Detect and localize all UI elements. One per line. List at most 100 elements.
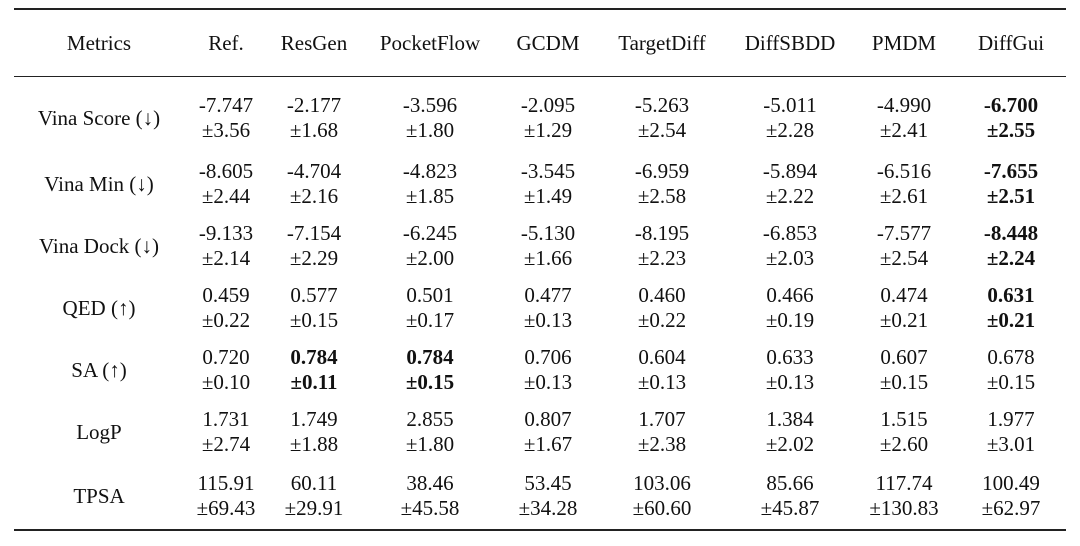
mean-value: -5.894 <box>762 159 818 183</box>
mean-value: -6.700 <box>983 93 1039 117</box>
std-value: ±2.61 <box>879 184 929 208</box>
std-value: ±45.87 <box>760 496 820 520</box>
std-value: ±2.02 <box>765 432 815 456</box>
value-cell: -8.448 ±2.24 <box>956 215 1066 277</box>
mean-value: -7.655 <box>983 159 1039 183</box>
mean-value: 0.466 <box>766 283 814 307</box>
mean-value: 0.604 <box>638 345 686 369</box>
std-value: ±0.15 <box>289 308 339 332</box>
value-cell: 38.46 ±45.58 <box>360 463 500 530</box>
std-value: ±1.80 <box>405 432 455 456</box>
column-header-method: TargetDiff <box>618 30 706 55</box>
std-value: ±2.38 <box>637 432 687 456</box>
column-header-method: ResGen <box>280 30 348 55</box>
mean-value: 38.46 <box>406 471 454 495</box>
value-cell: -9.133 ±2.14 <box>184 215 268 277</box>
mean-value: 0.474 <box>880 283 928 307</box>
mean-value: -6.245 <box>402 221 458 245</box>
metric-name-cell: Vina Min (↓) <box>44 171 154 196</box>
value-cell: 1.731 ±2.74 <box>184 401 268 463</box>
value-cell: 1.749 ±1.88 <box>268 401 360 463</box>
std-value: ±2.44 <box>201 184 251 208</box>
mean-value: -5.130 <box>520 221 576 245</box>
results-table-container: Metrics Ref. ResGen PocketFlow GCDM TargetDif… <box>14 8 1066 531</box>
mean-value: 0.607 <box>880 345 928 369</box>
mean-value: 0.784 <box>406 345 454 369</box>
std-value: ±2.54 <box>879 246 929 270</box>
std-value: ±0.21 <box>986 308 1036 332</box>
value-cell: -7.747 ±3.56 <box>184 77 268 154</box>
value-cell: 0.678 ±0.15 <box>956 339 1066 401</box>
value-cell: -4.704 ±2.16 <box>268 153 360 215</box>
column-header-method: GCDM <box>516 30 580 55</box>
mean-value: 0.631 <box>987 283 1035 307</box>
std-value: ±2.58 <box>637 184 687 208</box>
std-value: ±1.80 <box>405 118 455 142</box>
value-cell: 0.607 ±0.15 <box>852 339 956 401</box>
mean-value: 115.91 <box>197 471 255 495</box>
std-value: ±2.41 <box>879 118 929 142</box>
value-cell: -6.959 ±2.58 <box>596 153 728 215</box>
mean-value: 0.678 <box>987 345 1035 369</box>
mean-value: 85.66 <box>766 471 814 495</box>
mean-value: 1.977 <box>987 407 1035 431</box>
value-cell: -2.095 ±1.29 <box>500 77 596 154</box>
value-cell: 0.631 ±0.21 <box>956 277 1066 339</box>
std-value: ±2.16 <box>289 184 339 208</box>
metrics-comparison-table: Metrics Ref. ResGen PocketFlow GCDM TargetDif… <box>14 8 1066 531</box>
mean-value: -8.605 <box>198 159 254 183</box>
mean-value: 1.384 <box>766 407 814 431</box>
table-row: Vina Score (↓) -7.747 ±3.56 -2.177 ±1.68 -3.5… <box>14 77 1066 154</box>
mean-value: 1.707 <box>638 407 686 431</box>
std-value: ±2.00 <box>405 246 455 270</box>
mean-value: 2.855 <box>406 407 454 431</box>
std-value: ±69.43 <box>196 496 256 520</box>
mean-value: -5.263 <box>634 93 690 117</box>
std-value: ±0.22 <box>637 308 687 332</box>
value-cell: 1.384 ±2.02 <box>728 401 852 463</box>
mean-value: -8.195 <box>634 221 690 245</box>
std-value: ±0.15 <box>986 370 1036 394</box>
value-cell: 0.474 ±0.21 <box>852 277 956 339</box>
value-cell: 60.11 ±29.91 <box>268 463 360 530</box>
metric-name-cell: LogP <box>76 419 122 444</box>
std-value: ±2.23 <box>637 246 687 270</box>
mean-value: 1.749 <box>290 407 338 431</box>
std-value: ±2.03 <box>765 246 815 270</box>
mean-value: -7.154 <box>286 221 342 245</box>
value-cell: -5.894 ±2.22 <box>728 153 852 215</box>
std-value: ±0.21 <box>879 308 929 332</box>
mean-value: 0.501 <box>406 283 454 307</box>
value-cell: 100.49 ±62.97 <box>956 463 1066 530</box>
value-cell: -7.655 ±2.51 <box>956 153 1066 215</box>
value-cell: 2.855 ±1.80 <box>360 401 500 463</box>
value-cell: 0.784 ±0.11 <box>268 339 360 401</box>
value-cell: -3.545 ±1.49 <box>500 153 596 215</box>
value-cell: 1.515 ±2.60 <box>852 401 956 463</box>
value-cell: 0.459 ±0.22 <box>184 277 268 339</box>
mean-value: 100.49 <box>982 471 1040 495</box>
mean-value: 0.459 <box>202 283 250 307</box>
table-row: TPSA 115.91 ±69.43 60.11 ±29.91 38.46 ±45.58 53… <box>14 463 1066 530</box>
column-header-method: DiffSBDD <box>744 30 836 55</box>
value-cell: 0.784 ±0.15 <box>360 339 500 401</box>
mean-value: -6.959 <box>634 159 690 183</box>
std-value: ±29.91 <box>284 496 344 520</box>
mean-value: 0.633 <box>766 345 814 369</box>
table-row: Vina Min (↓) -8.605 ±2.44 -4.704 ±2.16 -4.823… <box>14 153 1066 215</box>
std-value: ±0.17 <box>405 308 455 332</box>
mean-value: 0.720 <box>202 345 250 369</box>
std-value: ±3.56 <box>201 118 251 142</box>
value-cell: -3.596 ±1.80 <box>360 77 500 154</box>
mean-value: 0.807 <box>524 407 572 431</box>
std-value: ±62.97 <box>981 496 1041 520</box>
std-value: ±45.58 <box>400 496 460 520</box>
std-value: ±0.15 <box>879 370 929 394</box>
std-value: ±0.11 <box>290 370 338 394</box>
std-value: ±1.49 <box>523 184 573 208</box>
table-header: Metrics Ref. ResGen PocketFlow GCDM TargetDif… <box>14 9 1066 77</box>
value-cell: 53.45 ±34.28 <box>500 463 596 530</box>
column-header-method: Ref. <box>208 30 244 55</box>
mean-value: 60.11 <box>290 471 338 495</box>
mean-value: 117.74 <box>875 471 933 495</box>
